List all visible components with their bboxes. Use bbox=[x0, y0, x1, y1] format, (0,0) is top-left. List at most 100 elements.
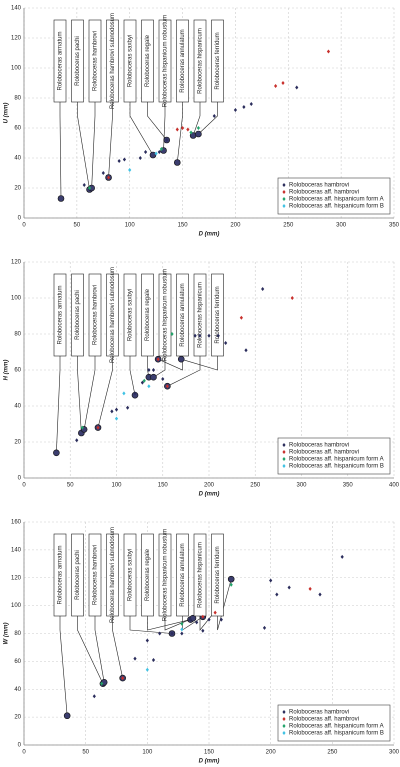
annotation-label: Roloboceras pachi bbox=[75, 550, 81, 600]
legend-label: Roloboceras aff. hambrovi bbox=[289, 190, 359, 196]
leader-line bbox=[129, 356, 136, 396]
y-tick-label: 60 bbox=[14, 126, 21, 132]
legend-marker bbox=[282, 457, 286, 461]
annotation-box bbox=[106, 273, 119, 357]
leader-line bbox=[163, 102, 166, 151]
annotation-label: Roloboceras annulatum bbox=[180, 29, 186, 92]
x-axis-label: D (mm) bbox=[199, 759, 220, 765]
y-tick-label: 160 bbox=[11, 520, 22, 526]
annotation-box bbox=[123, 533, 137, 617]
x-tick-label: 250 bbox=[250, 483, 261, 489]
data-point bbox=[213, 610, 217, 615]
annotation-label: Roloboceras saxbyi bbox=[128, 549, 134, 601]
annotation-box bbox=[158, 273, 172, 357]
annotation-label: Roloboceras regale bbox=[145, 34, 151, 87]
annotation-label: Roloboceras hambrovi subnodosum bbox=[110, 13, 116, 109]
x-tick-label: 0 bbox=[22, 483, 26, 489]
data-point bbox=[287, 585, 291, 590]
type-specimen bbox=[63, 712, 71, 720]
annotation-label: Roloboceras ferridum bbox=[215, 32, 221, 89]
leader-line bbox=[97, 356, 113, 428]
annotation-box bbox=[123, 273, 137, 357]
data-point bbox=[154, 151, 158, 156]
data-point bbox=[121, 676, 125, 681]
legend-marker bbox=[282, 190, 286, 194]
data-point bbox=[201, 614, 205, 619]
legend-label: Roloboceras aff. hispanicum form B bbox=[289, 204, 384, 210]
legend-label: Roloboceras aff. hambrovi bbox=[289, 717, 359, 723]
data-point bbox=[114, 416, 119, 421]
data-point bbox=[128, 168, 132, 172]
data-point bbox=[224, 341, 228, 345]
leader-line bbox=[198, 102, 218, 135]
y-tick-label: 100 bbox=[11, 296, 22, 302]
y-tick-label: 60 bbox=[14, 368, 21, 374]
x-tick-label: 150 bbox=[204, 750, 215, 756]
annotation-box bbox=[176, 533, 189, 617]
data-point bbox=[158, 631, 162, 636]
legend-marker bbox=[282, 450, 286, 454]
data-point bbox=[106, 175, 111, 180]
data-point bbox=[261, 287, 265, 291]
annotation-box bbox=[141, 273, 154, 357]
annotation-label: Roloboceras saxbyi bbox=[128, 289, 134, 341]
legend-marker bbox=[282, 464, 286, 468]
annotation-label: Roloboceras hambrovi bbox=[93, 285, 99, 345]
y-tick-label: 140 bbox=[11, 547, 22, 553]
data-point bbox=[201, 628, 205, 633]
data-point bbox=[198, 333, 202, 338]
y-tick-label: 120 bbox=[11, 36, 22, 42]
legend-box bbox=[277, 177, 391, 215]
y-tick-label: 40 bbox=[14, 404, 21, 410]
panel: 0 20 40 60 80 100 120 140 160 0 50 100 150 200 250 300 D… bbox=[4, 520, 400, 765]
annotation-label: Roloboceras armatum bbox=[58, 545, 64, 604]
data-point bbox=[159, 147, 164, 151]
y-tick-label: 0 bbox=[18, 476, 22, 482]
leader-line bbox=[56, 356, 61, 453]
data-point bbox=[145, 667, 149, 672]
leader-line bbox=[91, 102, 96, 189]
leader-line bbox=[199, 611, 216, 631]
annotation-label: Roloboceras ferridum bbox=[215, 546, 221, 603]
data-point bbox=[165, 384, 169, 389]
data-point bbox=[147, 384, 151, 389]
legend-marker bbox=[282, 724, 286, 728]
annotation-box bbox=[176, 273, 189, 357]
x-tick-label: 50 bbox=[74, 223, 81, 229]
x-tick-label: 50 bbox=[82, 750, 89, 756]
annotation-label: Roloboceras hambrovi subnodosum bbox=[110, 527, 116, 623]
x-tick-label: 400 bbox=[389, 483, 400, 489]
type-specimen bbox=[57, 195, 65, 202]
x-tick-label: 0 bbox=[22, 750, 26, 756]
annotation-box bbox=[71, 273, 84, 357]
leader-line bbox=[77, 356, 82, 434]
data-point bbox=[180, 621, 184, 626]
data-point bbox=[92, 694, 96, 699]
data-point bbox=[138, 156, 142, 160]
legend-label: Roloboceras aff. hispanicum form B bbox=[289, 464, 384, 470]
type-specimen bbox=[150, 373, 157, 381]
y-tick-label: 120 bbox=[11, 260, 22, 266]
data-point bbox=[295, 85, 299, 90]
y-axis-label: U (mm) bbox=[4, 103, 10, 124]
annotation-box bbox=[176, 19, 189, 103]
legend-label: Roloboceras hambrovi bbox=[289, 443, 349, 449]
leader-line bbox=[147, 616, 191, 631]
data-point bbox=[186, 127, 190, 132]
annotation-label: Roloboceras hispanicum robustum bbox=[163, 529, 169, 621]
data-point bbox=[308, 586, 312, 591]
leader-line bbox=[181, 356, 218, 371]
x-axis-label: D (mm) bbox=[199, 232, 220, 238]
annotation-label: Roloboceras ferridum bbox=[215, 286, 221, 343]
annotation-box bbox=[193, 19, 207, 103]
data-point bbox=[290, 296, 294, 300]
leader-line bbox=[217, 579, 232, 631]
data-point bbox=[195, 620, 199, 625]
leader-line bbox=[83, 356, 96, 430]
legend-label: Roloboceras hambrovi bbox=[289, 183, 349, 189]
annotation-box bbox=[71, 533, 84, 617]
data-point bbox=[151, 368, 156, 372]
data-point bbox=[80, 425, 84, 430]
legend-label: Roloboceras aff. hispanicum form A bbox=[289, 457, 384, 463]
